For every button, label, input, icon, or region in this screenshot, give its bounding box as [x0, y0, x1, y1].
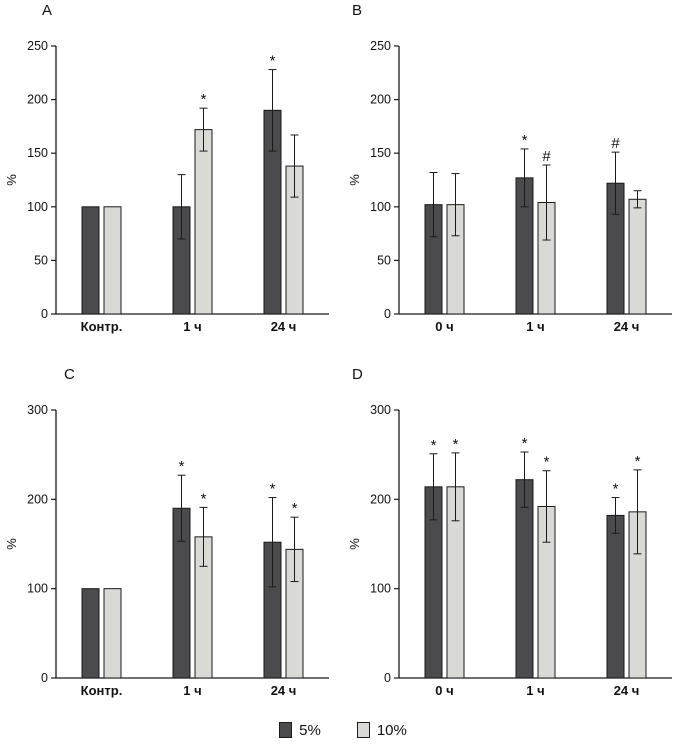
- y-tick-label: 250: [27, 39, 48, 53]
- bar: [81, 206, 100, 315]
- y-axis-label: %: [347, 174, 362, 186]
- significance-marker: *: [453, 436, 459, 453]
- x-tick-label: 0 ч: [435, 683, 453, 698]
- chart-a: 0 50 100 150 200 250% Контр. 1 ч * 24 ч *: [4, 39, 329, 334]
- y-tick-label: 100: [370, 582, 391, 596]
- chart-c: 0 100 200 300% Контр. 1 ч * * 24 ч * *: [4, 403, 329, 698]
- y-tick-label: 200: [370, 93, 391, 107]
- significance-marker: *: [201, 91, 207, 108]
- significance-marker: *: [201, 490, 207, 507]
- y-axis-label: %: [347, 538, 362, 550]
- significance-marker: #: [611, 135, 620, 152]
- y-tick-label: 150: [370, 146, 391, 160]
- significance-marker: *: [613, 481, 619, 498]
- legend-label-10pct: 10%: [376, 721, 407, 739]
- y-tick-label: 250: [370, 39, 391, 53]
- y-axis-label: %: [4, 538, 19, 550]
- y-tick-label: 0: [41, 307, 48, 321]
- bar: [194, 129, 213, 315]
- x-tick-label: 1 ч: [183, 683, 201, 698]
- legend: 5% 10%: [0, 712, 686, 748]
- significance-marker: *: [522, 435, 528, 452]
- panel-d: D 0 100 200 300% 0 ч * * 1 ч * * 24 ч * *: [343, 364, 686, 716]
- panel-b-label: B: [352, 2, 363, 19]
- bar: [515, 479, 534, 679]
- bar: [606, 514, 625, 679]
- legend-item-10pct: 10%: [356, 721, 407, 739]
- legend-swatch-5pct: [279, 722, 293, 738]
- legend-swatch-10pct: [356, 722, 370, 738]
- bar: [103, 588, 122, 679]
- significance-marker: *: [270, 53, 276, 70]
- x-tick-label: 24 ч: [271, 319, 297, 334]
- panel-a-label: A: [42, 2, 53, 19]
- y-tick-label: 50: [34, 253, 48, 267]
- significance-marker: *: [292, 500, 298, 517]
- bar: [103, 206, 122, 315]
- y-tick-label: 300: [27, 403, 48, 417]
- significance-marker: *: [522, 132, 528, 149]
- x-tick-label: 24 ч: [614, 683, 640, 698]
- x-tick-label: Контр.: [81, 319, 123, 334]
- y-tick-label: 200: [370, 492, 391, 506]
- legend-item-5pct: 5%: [279, 722, 321, 739]
- x-tick-label: 1 ч: [526, 319, 544, 334]
- y-tick-label: 0: [384, 307, 391, 321]
- panel-a: A 0 50 100 150 200 250% Контр. 1 ч * 24 ч *: [0, 0, 343, 352]
- y-tick-label: 100: [27, 582, 48, 596]
- panel-c: C 0 100 200 300% Контр. 1 ч * * 24 ч * *: [0, 364, 343, 716]
- y-tick-label: 50: [377, 253, 391, 267]
- chart-b: 0 50 100 150 200 250% 0 ч 1 ч * #24 ч #: [347, 39, 672, 334]
- x-tick-label: 1 ч: [526, 683, 544, 698]
- x-tick-label: 1 ч: [183, 319, 201, 334]
- significance-marker: #: [542, 148, 551, 165]
- panel-d-label: D: [352, 366, 363, 383]
- x-tick-label: 0 ч: [435, 319, 453, 334]
- bar: [628, 198, 647, 315]
- x-tick-label: Контр.: [81, 683, 123, 698]
- chart-d: 0 100 200 300% 0 ч * * 1 ч * * 24 ч * *: [347, 403, 672, 698]
- legend-label-5pct: 5%: [299, 721, 321, 739]
- significance-marker: *: [635, 453, 641, 470]
- bar: [81, 588, 100, 679]
- significance-marker: *: [431, 437, 437, 454]
- panel-c-label: C: [64, 366, 75, 383]
- y-tick-label: 0: [384, 671, 391, 685]
- y-tick-label: 300: [370, 403, 391, 417]
- significance-marker: *: [179, 458, 185, 475]
- significance-marker: *: [270, 481, 276, 498]
- y-tick-label: 200: [27, 93, 48, 107]
- significance-marker: *: [544, 454, 550, 471]
- x-tick-label: 24 ч: [271, 683, 297, 698]
- y-tick-label: 150: [27, 146, 48, 160]
- y-tick-label: 0: [41, 671, 48, 685]
- y-axis-label: %: [4, 174, 19, 186]
- y-tick-label: 200: [27, 492, 48, 506]
- y-tick-label: 100: [370, 200, 391, 214]
- x-tick-label: 24 ч: [614, 319, 640, 334]
- y-tick-label: 100: [27, 200, 48, 214]
- panel-b: B 0 50 100 150 200 250% 0 ч 1 ч * #24 ч #: [343, 0, 686, 352]
